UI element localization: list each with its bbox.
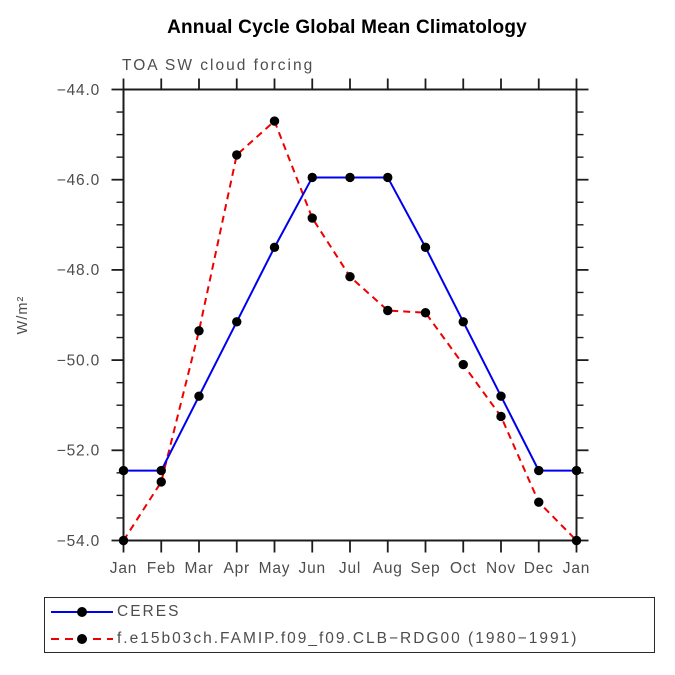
ceres-line-sample	[51, 606, 113, 617]
plot-frame	[122, 88, 578, 542]
data-point-marker	[232, 317, 242, 327]
data-point-marker	[383, 172, 393, 183]
legend-item-ceres: CERES	[49, 598, 654, 625]
y-tick-label: −46.0	[57, 172, 100, 189]
data-point-marker	[571, 465, 582, 476]
x-tick-label: Nov	[486, 560, 516, 577]
y-tick-label: −54.0	[57, 533, 100, 550]
data-point-marker	[534, 497, 544, 507]
data-point-marker	[307, 213, 317, 223]
legend-box: CERES f.e15b03ch.FAMIP.f09_f09.CLB−RDG00…	[44, 597, 655, 653]
chart-subtitle: TOA SW cloud forcing	[122, 57, 315, 74]
x-tick-label: Sep	[411, 560, 441, 577]
x-tick-label: Oct	[450, 560, 477, 577]
x-tick-label: Aug	[373, 560, 403, 577]
data-point-marker	[345, 271, 355, 282]
data-point-marker	[458, 359, 468, 370]
model-line-sample	[51, 633, 113, 644]
data-point-marker	[458, 317, 468, 327]
data-point-marker	[496, 411, 506, 422]
x-tick-label: Dec	[524, 560, 554, 577]
ceres-sample-marker-icon	[77, 606, 87, 617]
data-point-marker	[496, 391, 506, 401]
data-point-marker	[194, 326, 204, 336]
chart-title: Annual Cycle Global Mean Climatology	[167, 17, 527, 38]
y-tick-label: −50.0	[57, 352, 100, 369]
x-tick-label: Feb	[147, 560, 176, 577]
x-tick-label: Jan	[110, 560, 137, 577]
y-tick-label: −44.0	[57, 82, 100, 99]
data-point-marker	[420, 308, 431, 318]
data-point-marker	[194, 391, 204, 401]
data-point-marker	[571, 535, 582, 546]
data-point-marker	[269, 116, 280, 126]
y-axis-title: W/m²	[15, 296, 31, 335]
data-point-marker	[420, 242, 431, 253]
data-point-marker	[232, 150, 242, 160]
data-point-marker	[307, 172, 317, 183]
y-tick-label: −52.0	[57, 443, 100, 460]
data-point-marker	[118, 465, 129, 476]
series-line-model	[122, 119, 578, 542]
data-point-marker	[383, 305, 393, 316]
legend-item-model: f.e15b03ch.FAMIP.f09_f09.CLB−RDG00 (1980…	[49, 625, 654, 652]
x-tick-label: Jul	[339, 560, 361, 577]
x-axis-labels: Jan Feb Mar Apr May Jun Jul Aug Sep Oct Nov Dec Jan	[110, 560, 590, 577]
data-point-marker	[156, 477, 166, 487]
data-point-markers	[118, 116, 582, 546]
model-sample-marker-icon	[77, 633, 87, 644]
y-tick-label: −48.0	[57, 262, 100, 279]
data-point-marker	[156, 465, 166, 476]
legend-label-ceres: CERES	[117, 602, 181, 620]
y-axis-major-ticks	[111, 88, 589, 542]
x-tick-label: Mar	[184, 560, 213, 577]
series-line-ceres	[123, 176, 577, 472]
x-tick-label: Jun	[299, 560, 326, 577]
x-axis-ticks	[122, 78, 578, 553]
y-axis-labels: −44.0 −46.0 −48.0 −50.0 −52.0 −54.0	[57, 82, 100, 550]
data-point-marker	[269, 242, 280, 253]
data-point-marker	[534, 465, 544, 476]
x-tick-label: Apr	[223, 560, 250, 577]
x-tick-label: Jan	[563, 560, 590, 577]
data-point-marker	[118, 535, 129, 546]
x-tick-label: May	[259, 560, 291, 577]
data-point-marker	[345, 172, 355, 183]
legend-label-model: f.e15b03ch.FAMIP.f09_f09.CLB−RDG00 (1980…	[117, 629, 579, 647]
